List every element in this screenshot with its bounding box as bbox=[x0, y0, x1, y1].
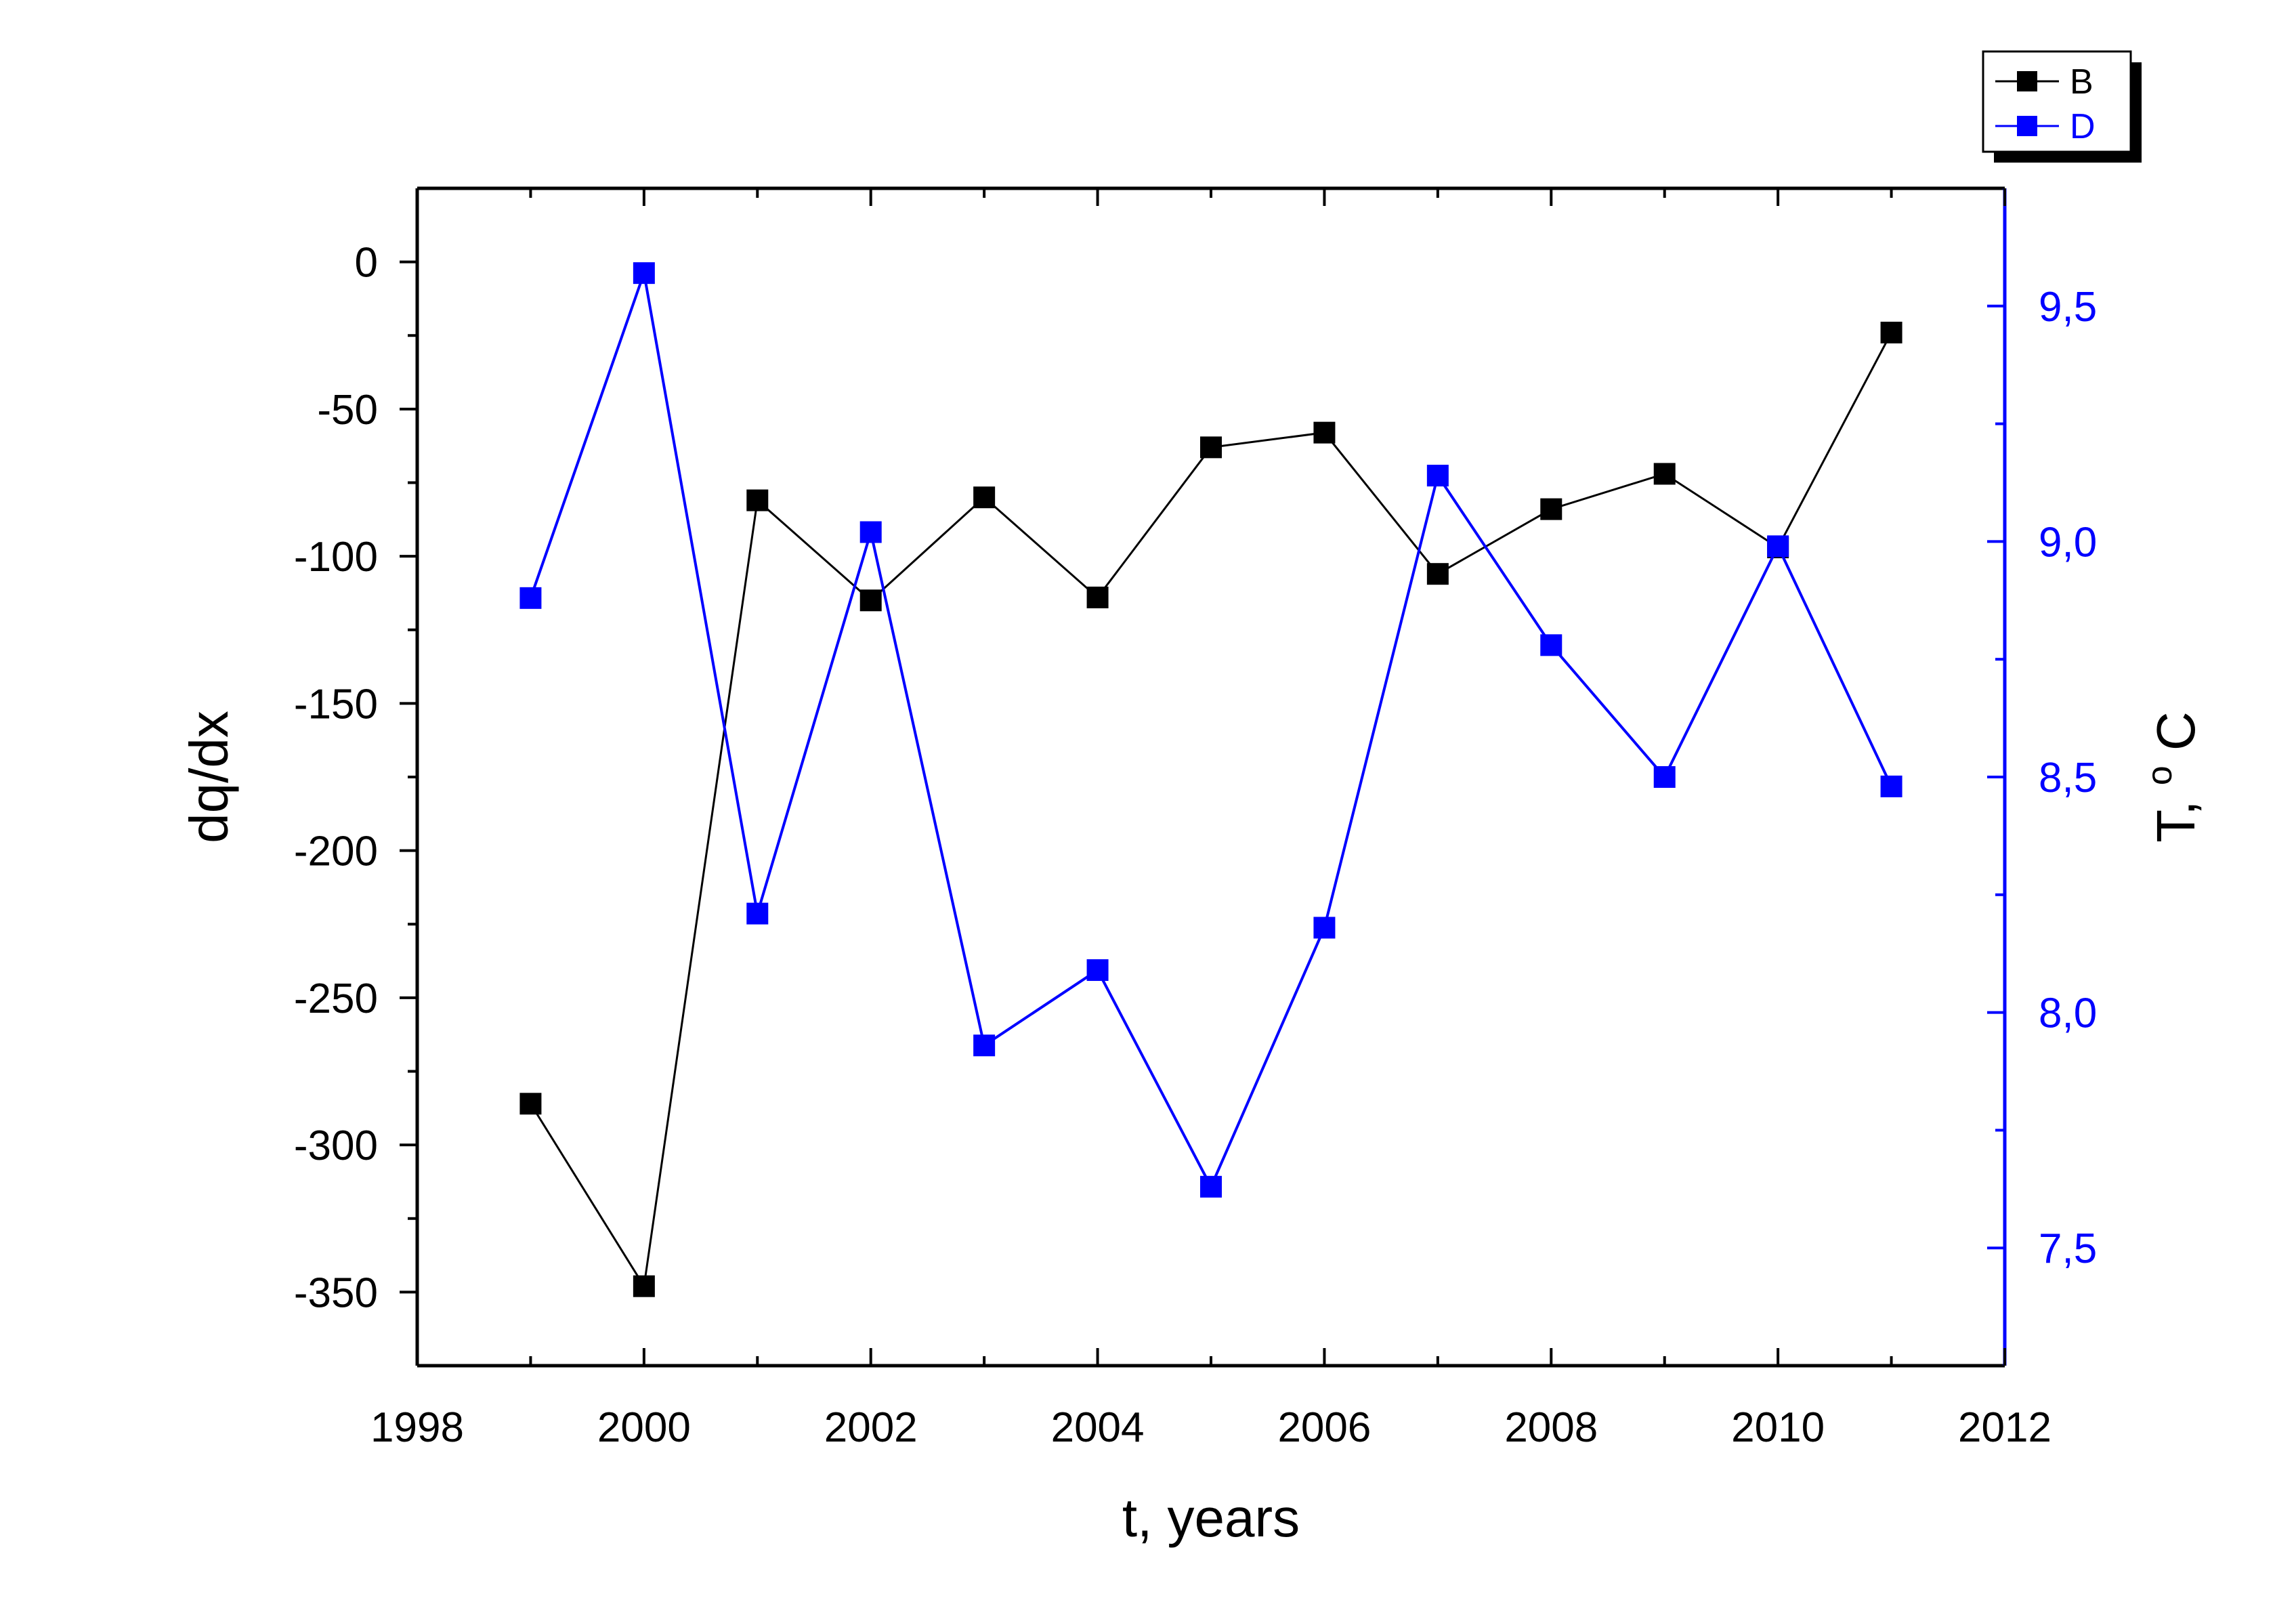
y-left-tick-label: -100 bbox=[294, 534, 378, 581]
y-right-tick-label: 8,0 bbox=[2039, 990, 2097, 1037]
series-b-point bbox=[1086, 586, 1109, 608]
series-d-point bbox=[1653, 766, 1676, 788]
series-d-point bbox=[1313, 917, 1336, 939]
x-tick-label: 2004 bbox=[1051, 1404, 1145, 1451]
y-right-tick-label: 9,0 bbox=[2039, 519, 2097, 566]
series-d-point bbox=[859, 521, 882, 543]
series-b-point bbox=[633, 1275, 655, 1297]
axes-layer: 1998 2000 2002 2004 2006 2008 2010 2012 0 -50 -100… bbox=[294, 186, 2097, 1451]
x-tick-label: 1998 bbox=[370, 1404, 464, 1451]
y-left-tick-label: 0 bbox=[355, 240, 378, 287]
series-d-line bbox=[529, 268, 1893, 1190]
series-d-point bbox=[1200, 1175, 1222, 1198]
y-right-tick-label: 9,5 bbox=[2039, 284, 2097, 331]
series-d-point bbox=[746, 902, 769, 925]
x-tick-label: 2000 bbox=[597, 1404, 691, 1451]
series-b-point bbox=[1540, 498, 1562, 520]
series-b-point bbox=[1426, 563, 1449, 585]
y-right-tick-label: 7,5 bbox=[2039, 1225, 2097, 1272]
series-d-point bbox=[1767, 535, 1789, 558]
series-b-line bbox=[530, 332, 1892, 1289]
y-left-tick-label: -350 bbox=[294, 1269, 378, 1316]
series-d-point bbox=[1426, 465, 1449, 487]
x-axis-label: t, years bbox=[1122, 1488, 1300, 1548]
y-right-axis-label-superscript: o bbox=[2140, 765, 2180, 785]
y-right-tick-label: 8,5 bbox=[2039, 755, 2097, 801]
x-tick-label: 2006 bbox=[1277, 1404, 1371, 1451]
series-b-point bbox=[1200, 436, 1222, 459]
x-tick-label: 2010 bbox=[1731, 1404, 1825, 1451]
y-left-tick-label: -200 bbox=[294, 828, 378, 875]
x-tick-label: 2008 bbox=[1504, 1404, 1598, 1451]
series-d-point bbox=[1880, 775, 1902, 797]
legend-b-marker bbox=[2017, 71, 2037, 91]
y-right-axis-label-unit: C bbox=[2146, 711, 2206, 751]
series-b-point bbox=[859, 589, 882, 612]
series-b-point bbox=[973, 486, 996, 509]
series-b-point bbox=[1313, 421, 1336, 444]
y-left-tick-label: -150 bbox=[294, 681, 378, 728]
y-left-tick-label: -50 bbox=[317, 387, 378, 434]
series-d-point bbox=[1540, 634, 1562, 656]
x-tick-label: 2012 bbox=[1958, 1404, 2051, 1451]
x-tick-label: 2002 bbox=[824, 1404, 918, 1451]
y-left-axis-label: dq/dx bbox=[179, 711, 239, 843]
legend-b-label: B bbox=[2070, 62, 2093, 102]
legend-d-marker bbox=[2017, 116, 2037, 136]
legend: BD bbox=[1982, 50, 2142, 163]
series-d-point bbox=[973, 1034, 996, 1057]
series-d-point bbox=[519, 587, 542, 609]
series-d-point bbox=[1086, 959, 1109, 982]
series-b-point bbox=[1880, 321, 1902, 343]
series-layer bbox=[519, 262, 1902, 1297]
y-right-axis-label-base: T, bbox=[2146, 785, 2206, 842]
series-b-point bbox=[519, 1093, 542, 1115]
legend-d-label: D bbox=[2070, 107, 2096, 146]
y-left-tick-label: -250 bbox=[294, 975, 378, 1022]
y-left-tick-label: -300 bbox=[294, 1122, 378, 1169]
series-b-point bbox=[746, 489, 769, 511]
y-right-axis-label: T, o C bbox=[2123, 711, 2206, 842]
series-d-point bbox=[633, 262, 655, 285]
series-b-point bbox=[1653, 463, 1676, 485]
legend-box bbox=[1982, 50, 2132, 153]
